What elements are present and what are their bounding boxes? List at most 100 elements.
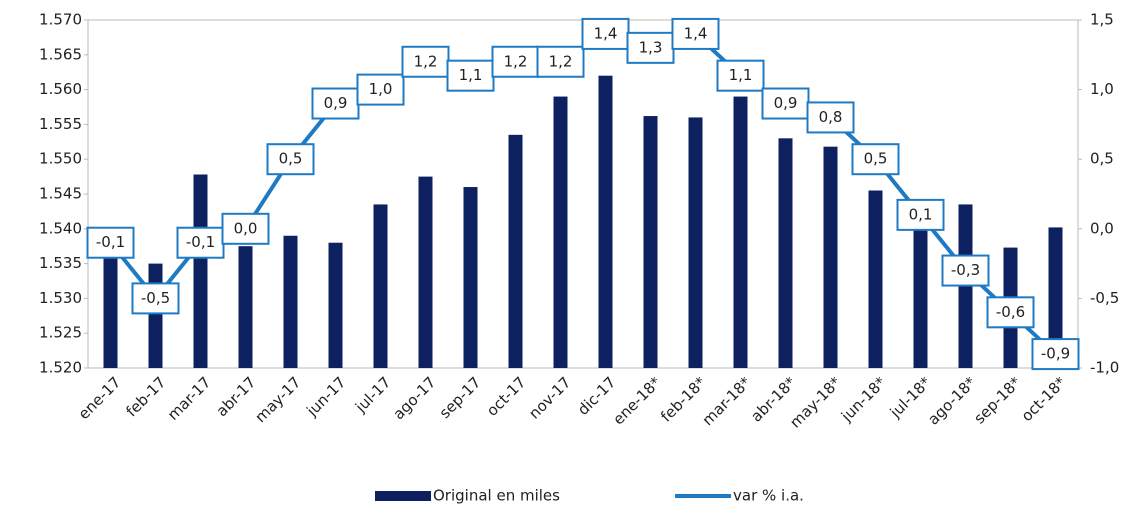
bar [913, 228, 928, 368]
data-label: -0,1 [86, 226, 135, 259]
data-label-box [221, 212, 270, 245]
y-tick-label: 1.535 [39, 254, 82, 272]
y-tick-label: 1.555 [39, 115, 82, 133]
x-tick-label: oct-18* [1018, 373, 1070, 425]
legend-swatch [375, 491, 431, 501]
bar [688, 117, 703, 368]
y2-tick-label: -0,5 [1090, 289, 1119, 307]
bar [193, 174, 208, 368]
data-label-box [1031, 338, 1080, 371]
x-tick-label: oct-17 [483, 373, 530, 420]
x-tick-label: mar-17 [164, 373, 215, 424]
data-label-text: 0,8 [819, 108, 843, 126]
bar [328, 242, 343, 368]
data-label-text: 1,2 [549, 52, 573, 70]
bar [868, 190, 883, 368]
y-tick-label: 1.565 [39, 45, 82, 63]
data-label: 1,4 [671, 17, 720, 50]
data-label: 0,5 [266, 143, 315, 176]
y2-tick-label: -1,0 [1090, 359, 1119, 377]
data-label-box [266, 143, 315, 176]
x-tick-label: nov-17 [525, 373, 574, 422]
data-label-text: 0,5 [279, 150, 303, 168]
data-label: -0,1 [176, 226, 225, 259]
data-label: -0,3 [941, 254, 990, 287]
bar [553, 96, 568, 368]
y2-tick-label: 1,5 [1090, 11, 1114, 29]
x-tick-label: jul-17 [351, 373, 394, 416]
y2-tick-label: 1,0 [1090, 80, 1114, 98]
data-label-box [356, 73, 405, 106]
data-label-text: 1,4 [684, 24, 708, 42]
data-label-text: 0,0 [234, 219, 258, 237]
bar [823, 146, 838, 368]
data-label-text: 1,3 [639, 38, 663, 56]
data-label: -0,6 [986, 296, 1035, 329]
bar [373, 204, 388, 368]
bar [733, 96, 748, 368]
y-tick-label: 1.570 [39, 11, 82, 29]
data-label: 1,2 [491, 45, 540, 78]
y-tick-label: 1.520 [39, 359, 82, 377]
data-label: 0,9 [311, 87, 360, 120]
data-label: 1,1 [446, 59, 495, 92]
x-tick-label: may-17 [252, 373, 305, 426]
data-label: 1,2 [536, 45, 585, 78]
bar [148, 263, 163, 368]
data-label-text: -0,5 [141, 289, 170, 307]
bar [283, 235, 298, 368]
y-tick-label: 1.550 [39, 150, 82, 168]
y-tick-label: 1.525 [39, 324, 82, 342]
data-label-text: -0,9 [1041, 345, 1070, 363]
x-tick-label: jun-18* [837, 373, 890, 426]
data-label-box [896, 198, 945, 231]
data-label-box [671, 17, 720, 50]
data-label-box [446, 59, 495, 92]
data-label-text: 0,9 [774, 94, 798, 112]
data-label-box [716, 59, 765, 92]
bar [103, 256, 118, 368]
data-label-box [176, 226, 225, 259]
x-tick-label: ene-18* [609, 373, 664, 428]
data-label-text: -0,1 [186, 233, 215, 251]
bar [463, 187, 478, 368]
data-label: 0,5 [851, 143, 900, 176]
data-label: -0,9 [1031, 338, 1080, 371]
x-tick-label: feb-17 [122, 373, 169, 420]
data-label: 0,9 [761, 87, 810, 120]
y-tick-label: 1.545 [39, 185, 82, 203]
legend-label: var % i.a. [733, 487, 804, 505]
x-tick-label: sep-17 [436, 373, 485, 422]
bar [1048, 227, 1063, 368]
x-tick-label: jun-17 [302, 373, 349, 420]
data-label-text: 1,1 [459, 66, 483, 84]
bar [598, 75, 613, 369]
bar [238, 246, 253, 368]
data-label-box [986, 296, 1035, 329]
x-tick-label: ago-18* [924, 373, 980, 429]
bar [418, 176, 433, 368]
data-label-box [401, 45, 450, 78]
data-label: 0,1 [896, 198, 945, 231]
data-label: 0,0 [221, 212, 270, 245]
data-label-text: 0,9 [324, 94, 348, 112]
data-label-text: -0,6 [996, 303, 1025, 321]
data-label-text: 1,1 [729, 66, 753, 84]
y-tick-label: 1.560 [39, 80, 82, 98]
data-label: -0,5 [131, 282, 180, 315]
x-tick-label: sep-18* [970, 373, 1024, 427]
data-label-text: -0,3 [951, 261, 980, 279]
y2-tick-label: 0,0 [1090, 219, 1114, 237]
data-label-box [806, 101, 855, 134]
data-label-box [131, 282, 180, 315]
data-label-text: 1,2 [414, 52, 438, 70]
x-tick-label: ago-17 [390, 373, 440, 423]
data-label-text: 0,5 [864, 150, 888, 168]
data-label: 1,1 [716, 59, 765, 92]
x-tick-label: ene-17 [75, 373, 125, 423]
data-label-box [851, 143, 900, 176]
data-label-text: 1,4 [594, 24, 618, 42]
data-label-box [941, 254, 990, 287]
data-label: 0,8 [806, 101, 855, 134]
